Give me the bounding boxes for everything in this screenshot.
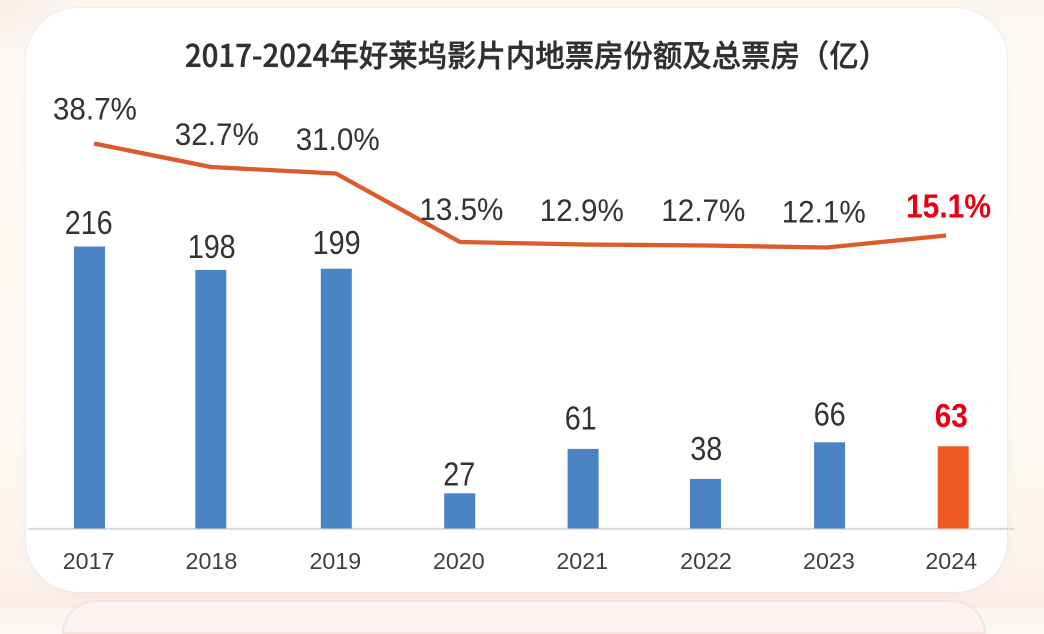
svg-text:2022: 2022 <box>680 548 732 574</box>
svg-text:63: 63 <box>935 397 968 434</box>
svg-text:2021: 2021 <box>556 548 608 574</box>
svg-text:2020: 2020 <box>433 548 485 574</box>
svg-text:12.1%: 12.1% <box>782 193 866 229</box>
svg-text:2018: 2018 <box>186 548 238 574</box>
svg-text:38: 38 <box>690 430 722 467</box>
svg-text:12.7%: 12.7% <box>661 192 745 228</box>
svg-text:2023: 2023 <box>803 548 855 574</box>
svg-text:216: 216 <box>65 204 113 241</box>
svg-text:61: 61 <box>565 400 597 437</box>
svg-text:38.7%: 38.7% <box>53 91 137 127</box>
svg-text:13.5%: 13.5% <box>419 191 503 227</box>
svg-text:2019: 2019 <box>309 548 361 574</box>
svg-text:12.9%: 12.9% <box>540 192 624 228</box>
svg-text:15.1%: 15.1% <box>906 189 991 226</box>
svg-text:2024: 2024 <box>925 548 977 574</box>
svg-text:31.0%: 31.0% <box>296 121 380 157</box>
svg-text:199: 199 <box>313 224 361 261</box>
svg-text:32.7%: 32.7% <box>175 116 259 152</box>
svg-text:27: 27 <box>443 456 475 493</box>
svg-text:66: 66 <box>814 396 846 433</box>
svg-text:198: 198 <box>188 228 236 265</box>
svg-text:2017: 2017 <box>63 548 115 574</box>
